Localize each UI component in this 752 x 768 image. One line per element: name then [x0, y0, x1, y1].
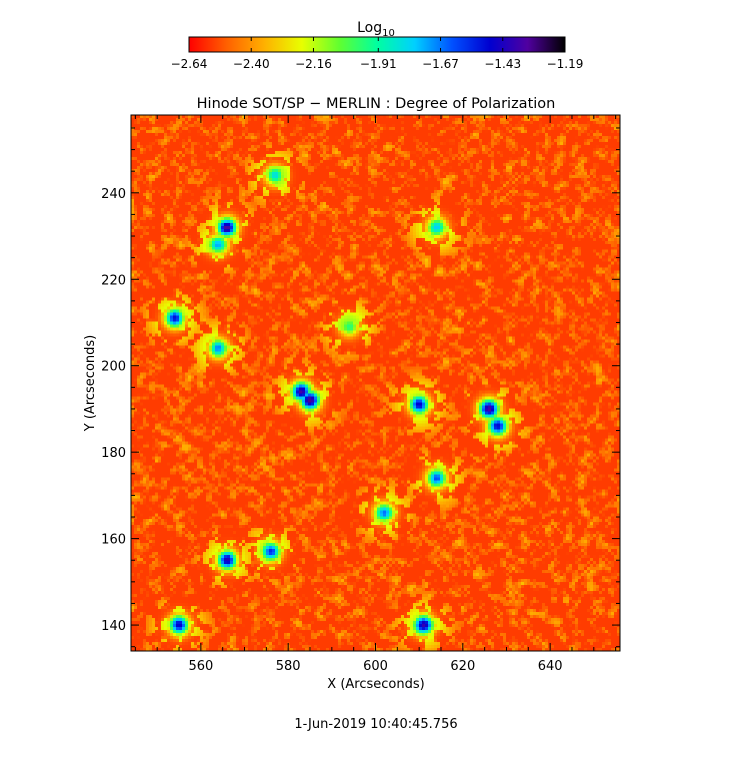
y-axis: 140 160 180 200 220 240 — [101, 127, 620, 648]
y-tick-label: 240 — [101, 187, 126, 202]
y-tick-label: 160 — [101, 533, 126, 548]
y-axis-label: Y (Arcseconds) — [83, 335, 98, 432]
plot-area: 560 580 600 620 640 140 160 180 200 220 240 — [101, 114, 621, 674]
y-tick-label: 220 — [101, 273, 126, 288]
x-axis-label: X (Arcseconds) — [327, 677, 424, 692]
colorbar-gradient — [188, 36, 566, 53]
chart-title: Hinode SOT/SP − MERLIN : Degree of Polar… — [197, 96, 556, 112]
y-tick-label: 200 — [101, 360, 126, 375]
x-tick-label: 600 — [363, 659, 388, 674]
y-tick-label: 180 — [101, 446, 126, 461]
x-tick-label: 580 — [276, 659, 301, 674]
x-tick-label: 560 — [188, 659, 213, 674]
colorbar-tick-label: −2.40 — [233, 57, 270, 71]
colorbar-label: Log10 — [357, 20, 395, 39]
polarization-map — [131, 115, 620, 651]
colorbar-tick-label: −1.19 — [547, 57, 584, 71]
colorbar-tick-label: −1.67 — [422, 57, 459, 71]
colorbar-tick-label: −1.91 — [360, 57, 397, 71]
colorbar-tick-label: −2.16 — [295, 57, 332, 71]
observation-timestamp: 1-Jun-2019 10:40:45.756 — [294, 717, 457, 732]
x-axis: 560 580 600 620 640 — [134, 115, 617, 674]
colorbar-tick-label: −1.43 — [484, 57, 521, 71]
colorbar: Log10 −2.64 −2.40 −2.16 −1.91 −1.67 −1.43 −1.1… — [171, 20, 584, 71]
x-tick-label: 640 — [538, 659, 563, 674]
y-tick-label: 140 — [101, 619, 126, 634]
colorbar-ticks: −2.64 −2.40 −2.16 −1.91 −1.67 −1.43 −1.19 — [171, 37, 584, 71]
colorbar-tick-label: −2.64 — [171, 57, 208, 71]
x-tick-label: 620 — [450, 659, 475, 674]
